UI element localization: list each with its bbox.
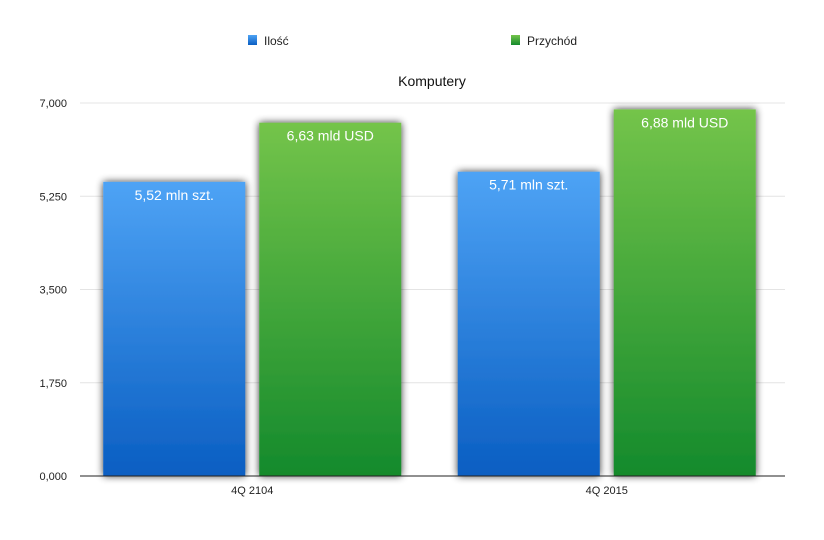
data-label: 6,63 mld USD [287, 128, 374, 144]
bar-przychod-1 [613, 109, 756, 476]
chart-title: Komputery [398, 73, 466, 89]
legend-swatch [248, 35, 257, 45]
data-label: 5,71 mln szt. [489, 177, 568, 193]
legend: Ilość Przychód [248, 34, 577, 48]
y-axis-ticks: 0,000 1,750 3,500 5,250 7,000 [39, 98, 67, 483]
data-label: 6,88 mld USD [641, 114, 728, 130]
bar-ilosc-1 [457, 171, 600, 476]
bar-przychod-0 [259, 122, 402, 477]
legend-label: Ilość [264, 34, 289, 48]
y-tick-label: 7,000 [39, 98, 67, 110]
legend-swatch [511, 35, 520, 45]
bar-ilosc-0 [103, 181, 246, 476]
y-tick-label: 5,250 [39, 191, 67, 203]
x-tick-label: 4Q 2015 [586, 485, 628, 497]
bars: 5,52 mln szt. 6,63 mld USD 5,71 mln szt. 6,… [103, 109, 756, 477]
x-axis-labels: 4Q 2104 4Q 2015 [231, 485, 628, 497]
legend-label: Przychód [527, 34, 577, 48]
data-label: 5,52 mln szt. [135, 187, 214, 203]
y-tick-label: 3,500 [39, 285, 67, 297]
x-tick-label: 4Q 2104 [231, 485, 273, 497]
y-tick-label: 1,750 [39, 378, 67, 390]
y-tick-label: 0,000 [39, 471, 67, 483]
